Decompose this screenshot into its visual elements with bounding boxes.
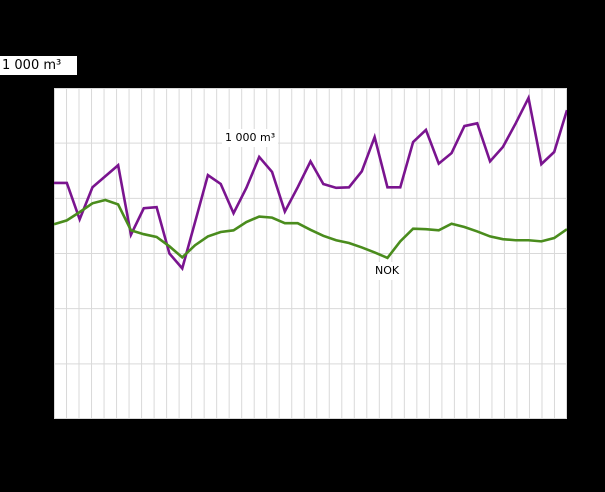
- y-axis-unit-label: 1 000 m³: [0, 56, 77, 75]
- chart-canvas: [54, 88, 567, 419]
- series-label-volume: 1 000 m³: [222, 129, 279, 147]
- series-label-nok: NOK: [372, 262, 403, 280]
- plot-area: 1 000 m³ NOK: [54, 88, 567, 419]
